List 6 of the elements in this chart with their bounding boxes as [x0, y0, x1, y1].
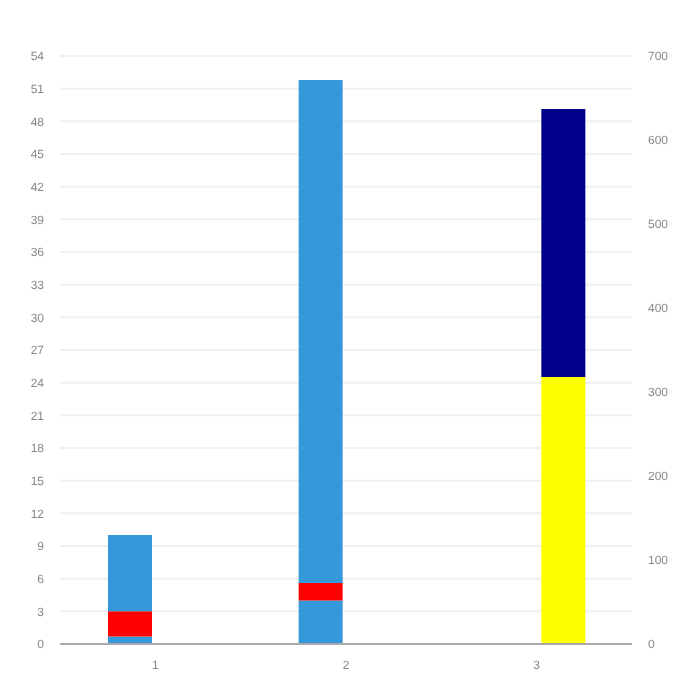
bar	[298, 600, 343, 644]
bar	[298, 583, 343, 601]
bar	[108, 535, 152, 612]
bar	[108, 611, 152, 637]
bar	[108, 636, 152, 644]
bar	[298, 79, 343, 584]
